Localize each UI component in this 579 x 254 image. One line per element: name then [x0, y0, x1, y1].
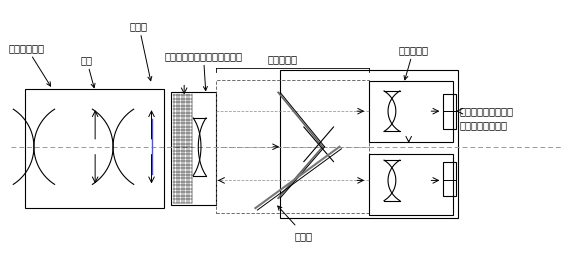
- Bar: [25, 90, 164, 208]
- Bar: [280, 70, 458, 218]
- Bar: [369, 82, 453, 142]
- Bar: [216, 80, 369, 213]
- Text: ハイフレームレート
イメージセンサー: ハイフレームレート イメージセンサー: [459, 106, 513, 130]
- Bar: [444, 95, 456, 130]
- Text: 結像レンズ: 結像レンズ: [399, 45, 429, 81]
- Text: ミラー: ミラー: [278, 206, 313, 240]
- Bar: [369, 154, 453, 215]
- Bar: [444, 162, 456, 196]
- Text: 平行光領域: 平行光領域: [267, 54, 298, 64]
- Bar: [171, 93, 216, 205]
- Text: レンズマウントリレーレンズ: レンズマウントリレーレンズ: [164, 51, 243, 91]
- Text: 入射瞳: 入射瞳: [130, 21, 152, 81]
- Text: メインレンズ: メインレンズ: [8, 43, 50, 87]
- Text: 絞り: 絞り: [80, 55, 95, 88]
